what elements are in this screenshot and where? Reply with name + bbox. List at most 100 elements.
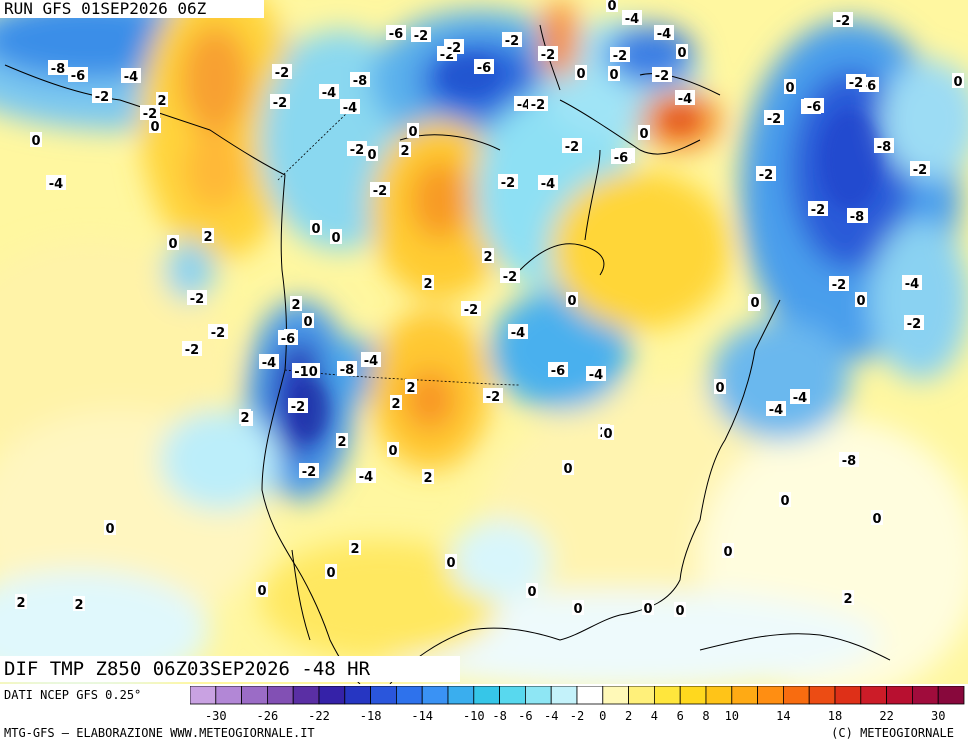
- data-source: DATI NCEP GFS 0.25°: [4, 688, 142, 702]
- contour-label: -4: [46, 175, 66, 192]
- contour-label: -8: [874, 138, 894, 155]
- legend-swatch: [550, 686, 578, 705]
- contour-label: -4: [622, 10, 642, 27]
- legend-tick-label: -26: [257, 709, 279, 722]
- contour-label: 0: [602, 425, 614, 442]
- svg-text:0: 0: [408, 125, 417, 140]
- svg-text:-4: -4: [541, 177, 555, 192]
- contour-label: 2: [156, 92, 168, 109]
- footer: DATI NCEP GFS 0.25° -30 -26 -22 -18 -14 -10 -8…: [0, 684, 968, 745]
- svg-text:-4: -4: [678, 92, 692, 107]
- color-legend: -30 -26 -22 -18 -14 -10 -8 -6 -4 -2 0 2 4 6 8 10 14 18 22 3…: [190, 686, 965, 722]
- svg-text:-8: -8: [51, 62, 65, 77]
- contour-label: -8: [48, 60, 68, 77]
- svg-text:0: 0: [639, 127, 648, 142]
- contour-label: -4: [790, 389, 810, 406]
- contour-label: -2: [562, 138, 582, 155]
- legend-tick-label: 18: [828, 709, 842, 722]
- svg-text:-6: -6: [281, 332, 295, 347]
- legend-tick-label: 22: [879, 709, 893, 722]
- svg-text:-6: -6: [477, 61, 491, 76]
- contour-label: 0: [256, 582, 268, 599]
- contour-label: -4: [121, 68, 141, 85]
- contour-label: 0: [575, 65, 587, 82]
- svg-text:-4: -4: [769, 403, 783, 418]
- contour-label: 0: [674, 602, 686, 619]
- contour-label: 0: [366, 146, 378, 163]
- contour-label: 2: [842, 590, 854, 607]
- contour-label: -4: [902, 275, 922, 292]
- contour-label: 0: [572, 600, 584, 617]
- contour-label: 0: [325, 564, 337, 581]
- contour-label: 2: [482, 248, 494, 265]
- svg-text:-2: -2: [907, 317, 921, 332]
- contour-label: -6: [804, 98, 824, 115]
- contour-label: -4: [654, 25, 674, 42]
- contour-label: 0: [779, 492, 791, 509]
- contour-label: -2: [904, 315, 924, 332]
- contour-label: 2: [390, 395, 402, 412]
- svg-text:0: 0: [872, 512, 881, 527]
- svg-text:0: 0: [367, 148, 376, 163]
- svg-text:-2: -2: [350, 143, 364, 158]
- contour-labels: -6 -2-2-2-6-2-4 -2-2-8-6 -4-2 2-2-4-8-4-2-2 0…: [15, 0, 964, 619]
- contour-label: 0: [952, 73, 964, 90]
- contour-label: -4: [766, 401, 786, 418]
- legend-tick-label: -10: [463, 709, 485, 722]
- legend-swatch: [679, 686, 707, 705]
- contour-label: -2: [764, 110, 784, 127]
- svg-text:2: 2: [400, 144, 409, 159]
- svg-text:-10: -10: [294, 365, 318, 380]
- contour-label: -2: [370, 182, 390, 199]
- svg-text:-6: -6: [551, 364, 565, 379]
- svg-text:0: 0: [576, 67, 585, 82]
- legend-swatch: [783, 686, 810, 705]
- legend-tick-label: -18: [360, 709, 382, 722]
- legend-tick-label: 2: [625, 709, 632, 722]
- svg-text:-2: -2: [447, 41, 461, 56]
- contour-label: 0: [387, 442, 399, 459]
- contour-label: -2: [538, 46, 558, 63]
- svg-text:-4: -4: [511, 326, 525, 341]
- contour-label: -2: [270, 94, 290, 111]
- contour-label: -6: [386, 25, 406, 42]
- legend-tick-label: -30: [205, 709, 227, 722]
- legend-tick-label: -6: [518, 709, 532, 722]
- contour-label: -2: [187, 290, 207, 307]
- svg-text:0: 0: [331, 231, 340, 246]
- svg-text:-2: -2: [531, 98, 545, 113]
- legend-swatch: [860, 686, 887, 705]
- legend-tick-label: 14: [776, 709, 790, 722]
- contour-label: -6: [611, 149, 631, 166]
- svg-text:-2: -2: [503, 270, 517, 285]
- svg-text:2: 2: [337, 435, 346, 450]
- svg-text:-2: -2: [767, 112, 781, 127]
- svg-text:0: 0: [715, 381, 724, 396]
- contour-label: -2: [299, 463, 319, 480]
- contour-label: -6: [278, 330, 298, 347]
- contour-label: -2: [502, 32, 522, 49]
- legend-swatch: [653, 686, 681, 705]
- legend-swatch: [344, 686, 372, 705]
- svg-text:-2: -2: [302, 465, 316, 480]
- svg-text:-2: -2: [849, 76, 863, 91]
- contour-label: -2: [411, 27, 431, 44]
- contour-label: -2: [833, 12, 853, 29]
- contour-label: 0: [526, 583, 538, 600]
- contour-label: 2: [405, 379, 417, 396]
- svg-text:-4: -4: [625, 12, 639, 27]
- svg-text:-2: -2: [836, 14, 850, 29]
- contour-label: -2: [808, 201, 828, 218]
- svg-text:0: 0: [953, 75, 962, 90]
- contour-label: 0: [330, 229, 342, 246]
- svg-text:-2: -2: [501, 176, 515, 191]
- svg-text:-2: -2: [211, 326, 225, 341]
- legend-tick-label: -4: [544, 709, 558, 722]
- contour-label: 2: [422, 275, 434, 292]
- svg-text:2: 2: [16, 596, 25, 611]
- svg-text:0: 0: [105, 522, 114, 537]
- svg-text:-2: -2: [275, 66, 289, 81]
- svg-text:-4: -4: [124, 70, 138, 85]
- contour-label: 0: [606, 0, 618, 14]
